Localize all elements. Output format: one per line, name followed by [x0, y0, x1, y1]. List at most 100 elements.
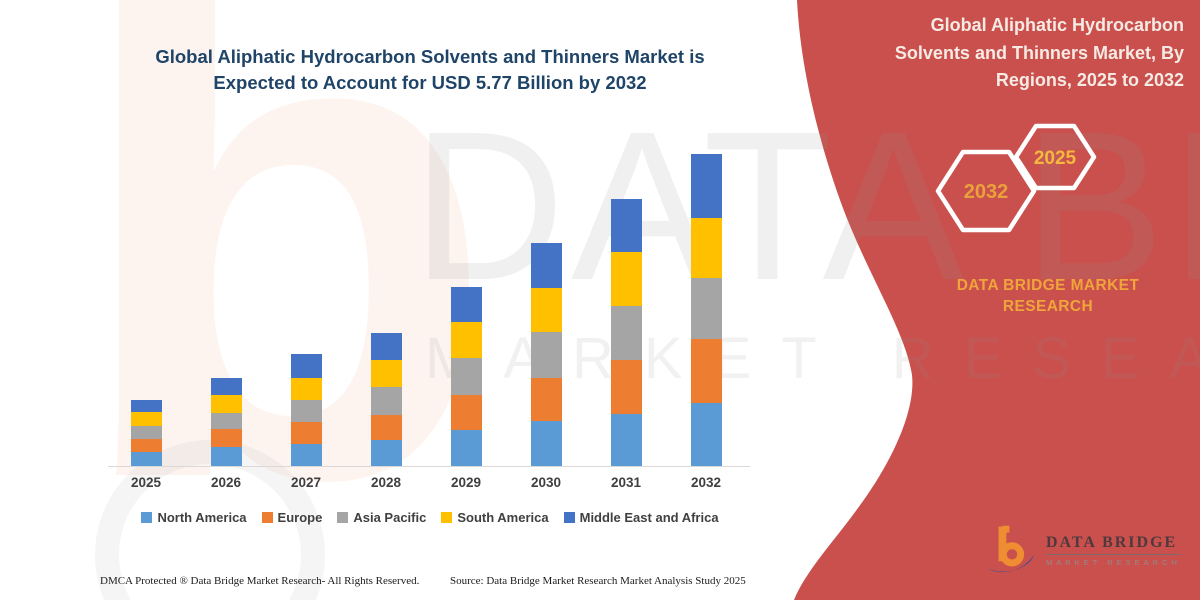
bar-stack-2028: [370, 332, 402, 466]
x-axis-label: 2029: [450, 475, 482, 490]
legend-marker: [141, 512, 153, 523]
legend-marker: [563, 512, 575, 523]
bar-stack-2032: [690, 154, 722, 466]
bar-segment: [610, 305, 642, 360]
bar-segment: [290, 443, 322, 466]
bar-segment: [690, 277, 722, 340]
legend-item: North America: [141, 510, 247, 525]
bar-segment: [130, 438, 162, 452]
bar-segment: [450, 358, 482, 395]
legend-item: South America: [441, 510, 549, 525]
bar-column-2030: [506, 243, 586, 466]
bar-segment: [450, 287, 482, 323]
legend-marker: [441, 512, 453, 523]
bar-segment: [610, 359, 642, 414]
bar-segment: [530, 421, 562, 466]
hexagon-2032-label: 2032: [964, 181, 1009, 203]
bar-segment: [370, 386, 402, 415]
bar-stack-2030: [530, 243, 562, 466]
bar-segment: [450, 322, 482, 359]
bar-segment: [530, 378, 562, 422]
legend-marker: [337, 512, 349, 523]
bar-segment: [370, 332, 402, 361]
hexagon-2025-outline: [1013, 123, 1097, 191]
bar-column-2032: [666, 154, 746, 466]
x-axis-label: 2027: [290, 475, 322, 490]
footer-source: Source: Data Bridge Market Research Mark…: [450, 575, 746, 587]
bar-segment: [130, 400, 162, 413]
bar-column-2031: [586, 198, 666, 466]
legend-item: Middle East and Africa: [563, 510, 719, 525]
x-axis-labels: 2025 2026 2027 2028 2029 2030 2031 2032: [106, 475, 746, 490]
bar-column-2026: [186, 378, 266, 466]
bar-column-2025: [106, 400, 186, 466]
bar-segment: [530, 243, 562, 288]
legend-label: Middle East and Africa: [579, 510, 719, 525]
x-axis-label: 2026: [210, 475, 242, 490]
dbmr-logo-icon: [987, 525, 1035, 573]
bar-stack-2025: [130, 400, 162, 466]
bar-segment: [450, 429, 482, 466]
bar-segment: [610, 413, 642, 466]
side-panel-brand-text: DATA BRIDGE MARKET RESEARCH: [956, 277, 1140, 315]
footer-copyright: DMCA Protected ® Data Bridge Market Rese…: [100, 575, 420, 587]
x-axis-line: [108, 466, 750, 467]
bar-segment: [210, 428, 242, 447]
legend-marker: [261, 512, 273, 523]
bar-segment: [290, 354, 322, 378]
x-axis-label: 2028: [370, 475, 402, 490]
legend-label: Asia Pacific: [353, 510, 427, 525]
bar-segment: [210, 394, 242, 413]
side-panel-title: Global Aliphatic Hydrocarbon Solvents an…: [894, 15, 1184, 90]
chart-legend: North America Europe Asia Pacific South Ame…: [95, 510, 765, 525]
bar-segment: [370, 414, 402, 440]
bar-segment: [370, 360, 402, 387]
bar-column-2029: [426, 287, 506, 466]
bar-chart-plot-area: [106, 152, 746, 466]
bar-segment: [530, 332, 562, 379]
bar-column-2028: [346, 332, 426, 466]
chart-title: Global Aliphatic Hydrocarbon Solvents an…: [90, 44, 770, 96]
bar-segment: [610, 252, 642, 306]
legend-label: South America: [457, 510, 549, 525]
bar-segment: [690, 403, 722, 466]
legend-label: Europe: [277, 510, 323, 525]
dbmr-logo-brand: DATA BRIDGE: [1046, 534, 1181, 555]
dbmr-logo: DATA BRIDGE MARKET RESEARCH: [986, 522, 1181, 578]
bar-stack-2026: [210, 378, 242, 466]
bar-segment: [450, 394, 482, 430]
bar-segment: [130, 426, 162, 439]
bar-segment: [210, 412, 242, 429]
x-axis-label: 2025: [130, 475, 162, 490]
bar-segment: [210, 446, 242, 466]
bar-column-2027: [266, 354, 346, 466]
legend-item: Asia Pacific: [337, 510, 426, 525]
chart-title-line2: Expected to Account for USD 5.77 Billion…: [213, 72, 647, 93]
legend-item: Europe: [261, 510, 323, 525]
hexagon-2025-label: 2025: [1034, 148, 1077, 169]
bar-segment: [530, 287, 562, 333]
legend-label: North America: [157, 510, 247, 525]
dbmr-logo-tagline: MARKET RESEARCH: [1046, 557, 1181, 567]
bar-segment: [130, 412, 162, 427]
bar-stack-2029: [450, 287, 482, 466]
chart-title-line1: Global Aliphatic Hydrocarbon Solvents an…: [155, 46, 705, 67]
bar-segment: [690, 154, 722, 218]
dbmr-logo-text: DATA BRIDGE MARKET RESEARCH: [1046, 534, 1181, 567]
bar-segment: [690, 339, 722, 404]
bar-segment: [130, 452, 162, 466]
bar-stack-2027: [290, 354, 322, 466]
x-axis-label: 2031: [610, 475, 642, 490]
bar-segment: [210, 378, 242, 395]
bar-segment: [610, 198, 642, 253]
bar-segment: [290, 422, 322, 444]
hexagon-2032-outline: [935, 149, 1037, 233]
bar-segment: [690, 217, 722, 278]
bar-segment: [370, 439, 402, 466]
x-axis-label: 2030: [530, 475, 562, 490]
x-axis-label: 2032: [690, 475, 722, 490]
bar-segment: [290, 399, 322, 423]
bar-segment: [290, 377, 322, 400]
bar-stack-2031: [610, 198, 642, 466]
